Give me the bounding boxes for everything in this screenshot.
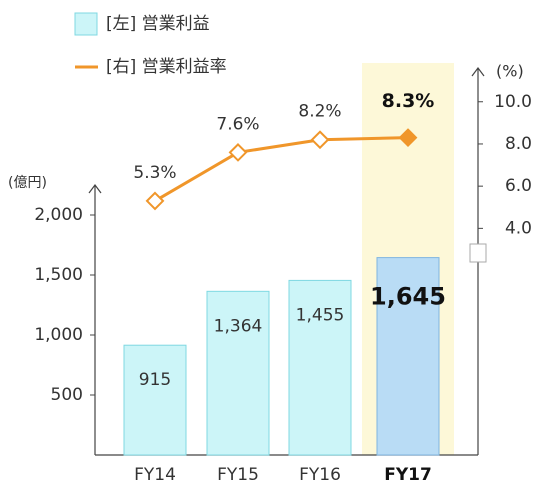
bar-label: 915 xyxy=(139,370,171,390)
legend-label: [左] 営業利益 xyxy=(106,14,210,34)
line-label: 8.2% xyxy=(298,102,341,122)
y-tick-label: 500 xyxy=(51,385,83,405)
x-tick-label: FY16 xyxy=(299,465,341,485)
bar-label: 1,364 xyxy=(214,316,263,336)
line-label: 8.3% xyxy=(382,90,435,112)
bar-label: 1,455 xyxy=(296,305,345,325)
y2-tick-label: 8.0 xyxy=(505,134,532,154)
x-tick-label: FY17 xyxy=(384,465,432,485)
y-tick-label: 2,000 xyxy=(34,205,83,225)
y2-tick-label: 6.0 xyxy=(505,176,532,196)
line-label: 7.6% xyxy=(216,114,259,134)
line xyxy=(154,136,409,203)
axis-break xyxy=(469,243,487,263)
x-tick-label: FY15 xyxy=(217,465,259,485)
legend-swatch xyxy=(74,12,98,36)
y2-tick-label: 10.0 xyxy=(494,92,532,112)
y2-unit: (%) xyxy=(496,62,524,81)
bar-label: 1,645 xyxy=(370,283,446,311)
y-tick-label: 1,500 xyxy=(34,265,83,285)
line-marker xyxy=(310,130,330,150)
y2-tick-label: 4.0 xyxy=(505,218,532,238)
line-label: 5.3% xyxy=(133,163,176,183)
bar xyxy=(376,257,440,456)
line-marker xyxy=(145,191,165,211)
y-axis-arrow xyxy=(88,184,102,194)
y-unit: (億円) xyxy=(8,175,47,191)
legend-label: [右] 営業利益率 xyxy=(106,57,227,77)
line-marker xyxy=(228,142,248,162)
y-tick-label: 1,000 xyxy=(34,325,83,345)
x-tick-label: FY14 xyxy=(134,465,176,485)
bar xyxy=(288,279,352,456)
line-marker xyxy=(398,128,418,148)
bar xyxy=(123,344,187,456)
y2-axis-arrow xyxy=(471,67,485,77)
bar xyxy=(206,290,270,456)
